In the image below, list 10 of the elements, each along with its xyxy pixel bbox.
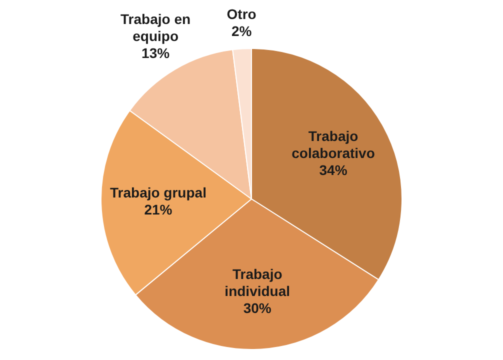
data-label: 21% [144,201,173,218]
data-label: 30% [243,300,272,316]
slice-label: Trabajo individual [224,266,290,299]
slice-label: Trabajo colaborativo [292,128,375,161]
data-label: 34% [319,162,348,178]
slice-label: Otro [226,6,256,22]
slice-label: Trabajo grupal [110,184,206,200]
slice-label: Trabajo en equipo [120,10,191,44]
data-label: 13% [142,44,170,61]
data-label: 2% [231,23,252,40]
